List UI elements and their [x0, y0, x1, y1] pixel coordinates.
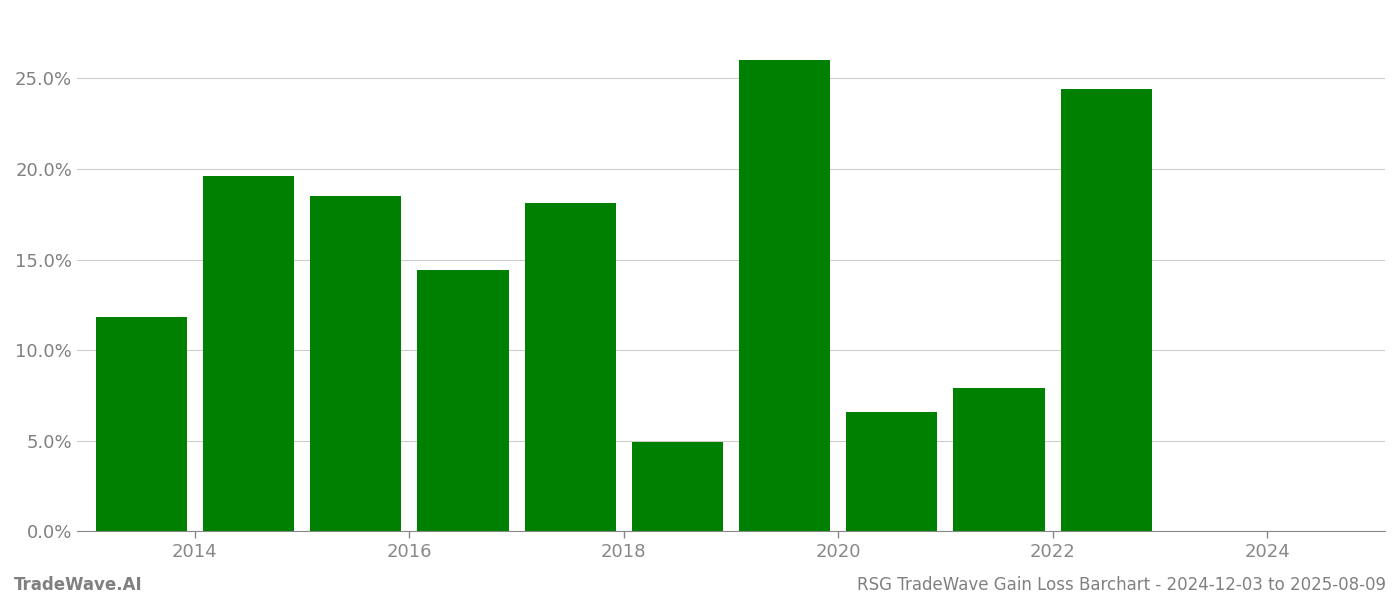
Bar [953, 388, 1044, 531]
Bar [846, 412, 938, 531]
Bar [1061, 89, 1152, 531]
Bar [417, 271, 508, 531]
Text: RSG TradeWave Gain Loss Barchart - 2024-12-03 to 2025-08-09: RSG TradeWave Gain Loss Barchart - 2024-… [857, 576, 1386, 594]
Bar [525, 203, 616, 531]
Bar [203, 176, 294, 531]
Bar [311, 196, 402, 531]
Bar [631, 442, 722, 531]
Text: TradeWave.AI: TradeWave.AI [14, 576, 143, 594]
Bar [95, 317, 186, 531]
Bar [739, 60, 830, 531]
